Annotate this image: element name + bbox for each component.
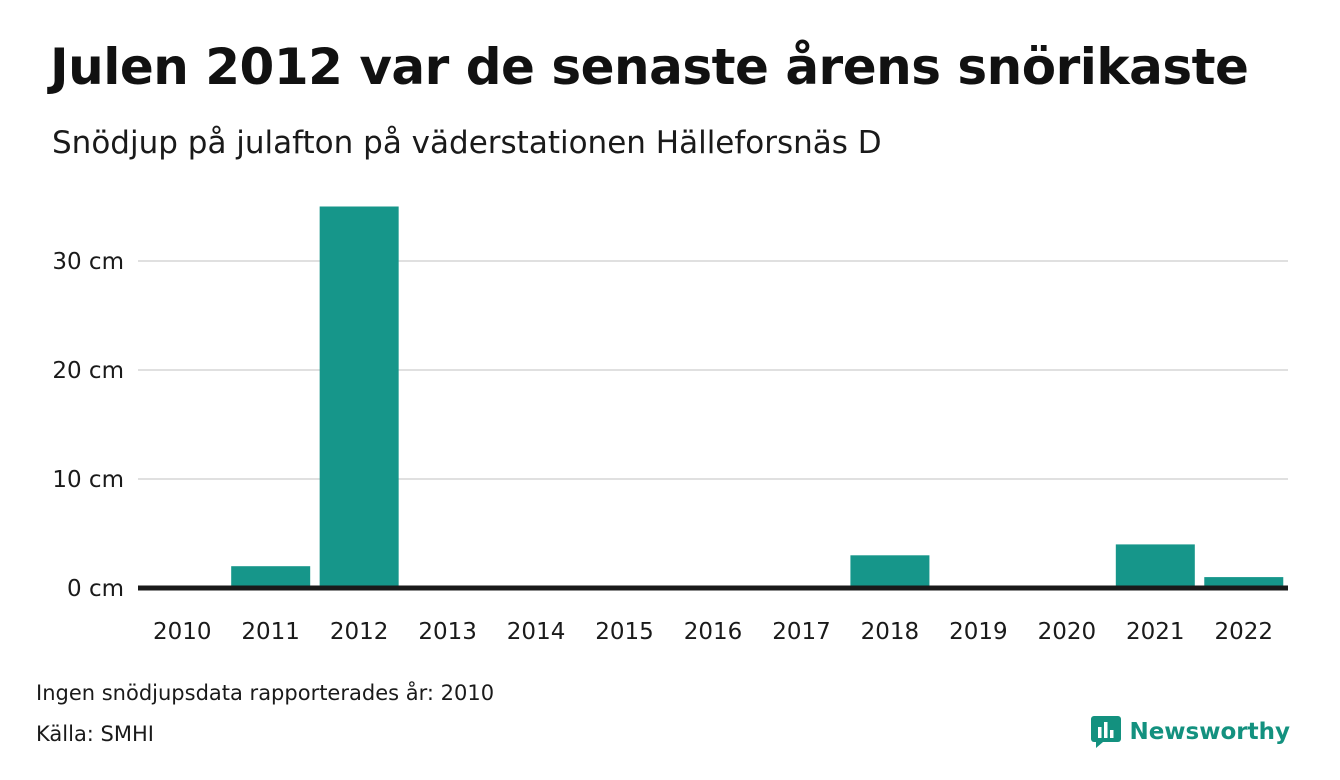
x-tick-label: 2013 <box>418 619 477 645</box>
bar-2011 <box>231 566 311 588</box>
y-tick-label: 0 cm <box>67 576 124 602</box>
bar-2012 <box>319 206 399 588</box>
bar-2022 <box>1204 577 1284 588</box>
x-tick-label: 2016 <box>684 619 743 645</box>
chart-subtitle: Snödjup på julafton på väderstationen Hä… <box>52 125 882 161</box>
bar-2021 <box>1115 544 1195 588</box>
brand-logo: Newsworthy <box>1091 716 1290 748</box>
x-tick-label: 2014 <box>507 619 566 645</box>
bar-2018 <box>850 555 930 588</box>
x-tick-label: 2017 <box>772 619 831 645</box>
x-tick-label: 2022 <box>1214 619 1273 645</box>
bar-chart: 0 cm 10 cm 20 cm 30 cm 2010 2011 2012 2013 2014 2… <box>52 206 1288 645</box>
footnote-missing-data: Ingen snödjupsdata rapporterades år: 201… <box>36 681 495 705</box>
x-tick-label: 2010 <box>153 619 212 645</box>
brand-name: Newsworthy <box>1129 719 1290 745</box>
x-tick-label: 2012 <box>330 619 389 645</box>
x-tick-label: 2011 <box>241 619 300 645</box>
x-tick-label: 2021 <box>1126 619 1185 645</box>
x-tick-label: 2020 <box>1038 619 1097 645</box>
bar-chart-logo-icon <box>1091 716 1122 748</box>
x-tick-label: 2019 <box>949 619 1008 645</box>
source-label: Källa: SMHI <box>36 722 154 746</box>
x-tick-label: 2018 <box>861 619 920 645</box>
y-tick-label: 20 cm <box>52 358 124 384</box>
y-tick-label: 30 cm <box>52 249 124 275</box>
y-tick-label: 10 cm <box>52 467 124 493</box>
x-tick-label: 2015 <box>595 619 654 645</box>
chart-title: Julen 2012 var de senaste årens snörikas… <box>50 38 1249 96</box>
